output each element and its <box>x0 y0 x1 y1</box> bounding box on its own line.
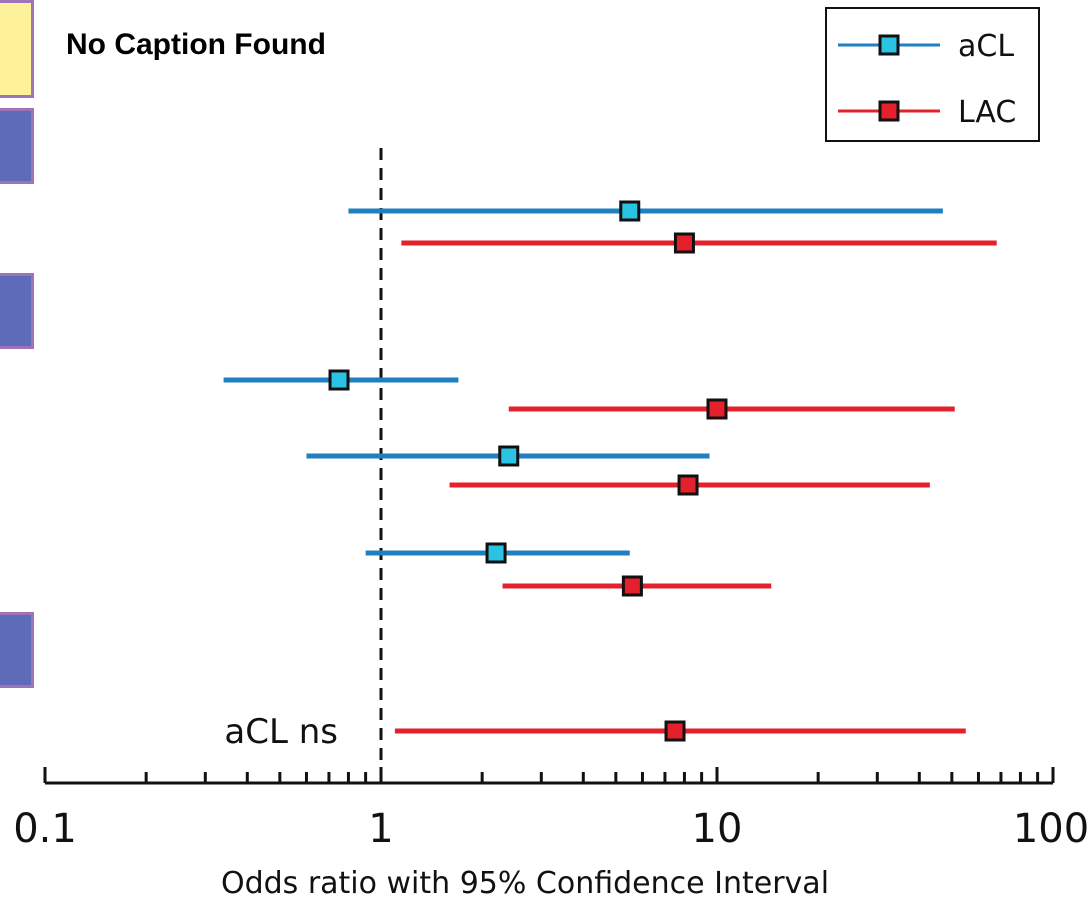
lac-point-marker <box>706 398 728 420</box>
legend-marker-lac <box>878 100 900 122</box>
acl-point-marker <box>485 542 507 564</box>
acl-point-marker <box>498 445 520 467</box>
x-axis: 0.1 1 10 100 Odds ratio with 95% Confidence … <box>13 767 1089 901</box>
sidebar-tab-3[interactable] <box>0 612 34 688</box>
legend-box <box>825 7 1040 142</box>
legend-marker-acl <box>878 34 900 56</box>
x-tick-label: 10 <box>692 806 743 852</box>
acl-point-marker <box>619 200 641 222</box>
legend-label-lac: LAC <box>958 95 1016 130</box>
sidebar-tab-1[interactable] <box>0 108 34 184</box>
lac-point-marker <box>673 232 695 254</box>
caption: No Caption Found <box>66 28 326 61</box>
legend: aCL LAC <box>825 7 1040 142</box>
acl-point-marker <box>328 369 350 391</box>
lac-point-marker <box>677 474 699 496</box>
lac-point-marker <box>664 720 686 742</box>
annotation-label: aCL ns <box>224 712 338 752</box>
x-tick-label: 100 <box>1013 806 1089 852</box>
x-axis-label: Odds ratio with 95% Confidence Interval <box>221 866 829 901</box>
sidebar-tab-2[interactable] <box>0 273 34 349</box>
lac-point-marker <box>621 575 643 597</box>
plot-marks: aCL ns <box>223 200 997 752</box>
sidebar-tab-highlight[interactable] <box>0 0 34 98</box>
x-tick-label: 0.1 <box>13 806 77 852</box>
x-tick-label: 1 <box>368 806 393 852</box>
legend-label-acl: aCL <box>958 29 1014 64</box>
